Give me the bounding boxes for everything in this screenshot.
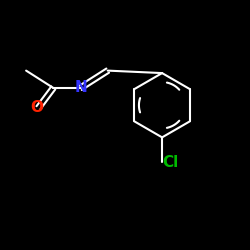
Text: O: O xyxy=(30,100,43,115)
Text: Cl: Cl xyxy=(162,154,179,170)
Text: N: N xyxy=(74,80,87,96)
